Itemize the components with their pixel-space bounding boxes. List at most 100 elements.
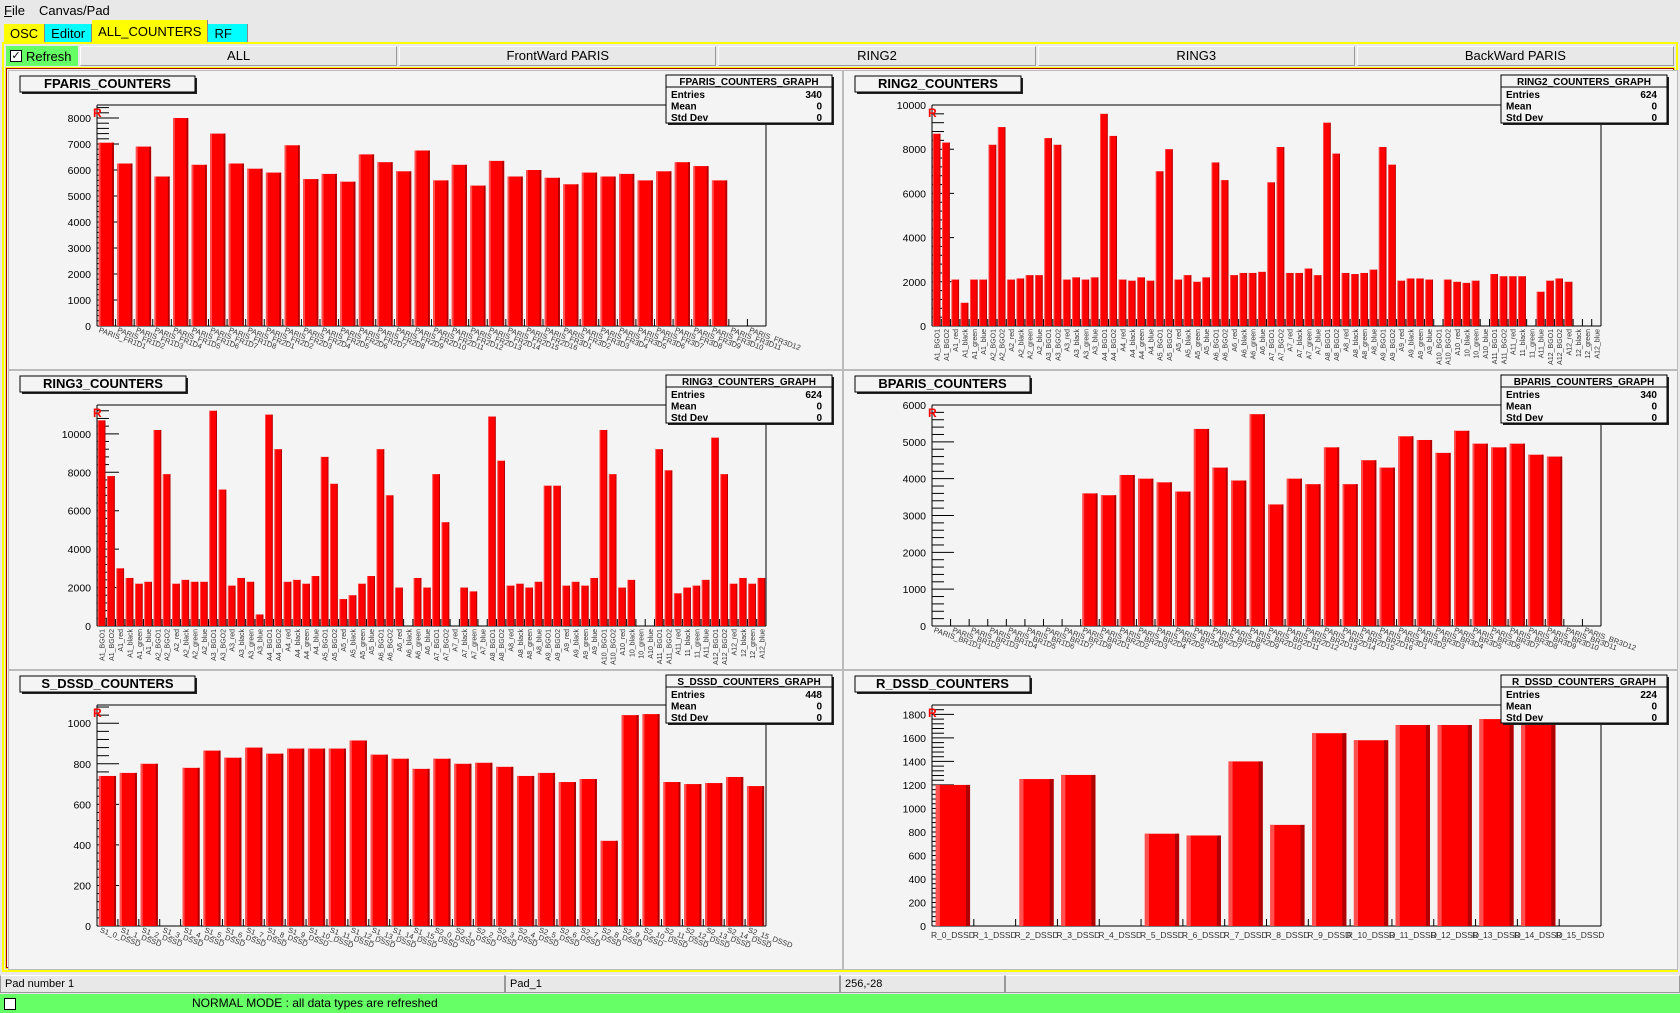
- pad-sdssd[interactable]: S_DSSD_COUNTERS 0 200 400 600 800 1000 S1_0_DSS…: [8, 670, 843, 970]
- svg-text:R_3_DSSD: R_3_DSSD: [1056, 930, 1100, 940]
- bar: [376, 449, 385, 626]
- bar: [553, 485, 561, 626]
- ring2-button[interactable]: RING2: [718, 46, 1036, 66]
- bar: [191, 164, 207, 326]
- svg-text:1000: 1000: [68, 718, 92, 730]
- bar: [711, 437, 719, 626]
- svg-text:Mean: Mean: [1506, 102, 1532, 113]
- bar: [1035, 275, 1043, 326]
- bar: [441, 522, 450, 626]
- bar: [266, 753, 284, 926]
- pad-ring3[interactable]: RING3_COUNTERS 0 2000 4000 6000 8000 10000 A1_B…: [8, 370, 843, 670]
- menu-canvas-pad[interactable]: Canvas/Pad: [38, 2, 110, 18]
- svg-text:A11_BGO2: A11_BGO2: [666, 629, 673, 664]
- all-button[interactable]: ALL: [80, 46, 398, 66]
- bar: [1146, 280, 1155, 326]
- svg-text:A10_BGO1: A10_BGO1: [601, 629, 608, 665]
- ring2-chart[interactable]: RING2_COUNTERS 0 2000 4000 6000 8000 10000 A1_B…: [844, 71, 1679, 371]
- tab-rf[interactable]: RF: [208, 24, 249, 42]
- svg-text:A5_black: A5_black: [351, 629, 358, 658]
- svg-text:A9_blue: A9_blue: [1427, 329, 1434, 355]
- root-canvas[interactable]: FPARIS_COUNTERS 0 1000 2000 3000 4000 5000 6000…: [5, 67, 1678, 970]
- svg-text:11_green: 11_green: [694, 629, 701, 658]
- bar: [1270, 824, 1305, 926]
- bar: [370, 754, 388, 926]
- bar: [391, 758, 409, 926]
- svg-text:R_DSSD_COUNTERS_GRAPH: R_DSSD_COUNTERS_GRAPH: [1512, 677, 1656, 688]
- svg-text:0: 0: [816, 702, 822, 713]
- pad-fparis[interactable]: FPARIS_COUNTERS 0 1000 2000 3000 4000 5000 6000…: [8, 70, 843, 370]
- svg-text:A6_BGO2: A6_BGO2: [388, 629, 395, 661]
- bar: [265, 172, 282, 326]
- svg-text:10000: 10000: [62, 429, 91, 441]
- x-axis: A1_BGO1 A1_BGO2 A1_red A1_black A1_green A1_b…: [100, 619, 767, 665]
- svg-text:A6_black: A6_black: [406, 629, 413, 658]
- svg-text:0: 0: [1651, 102, 1657, 113]
- bar: [1462, 282, 1471, 326]
- svg-text:A6_blue: A6_blue: [1260, 329, 1267, 355]
- svg-text:Entries: Entries: [1506, 390, 1540, 401]
- x-axis: R_0_DSSDR_1_DSSDR_2_DSSDR_3_DSSDR_4_DSSD…: [931, 919, 1604, 940]
- backward-paris-button[interactable]: BackWard PARIS: [1356, 46, 1675, 66]
- svg-text:A7_red: A7_red: [1288, 329, 1295, 352]
- sdssd-chart[interactable]: S_DSSD_COUNTERS02004006008001000S1_0_DSS…: [9, 671, 844, 971]
- bar: [432, 474, 440, 626]
- svg-text:A7_BGO2: A7_BGO2: [1278, 329, 1285, 361]
- svg-text:R_9_DSSD: R_9_DSSD: [1307, 930, 1351, 940]
- svg-text:A3_black: A3_black: [239, 629, 246, 658]
- bar: [1138, 478, 1154, 626]
- tab-all-counters[interactable]: ALL_COUNTERS: [92, 20, 209, 42]
- svg-text:Entries: Entries: [671, 390, 705, 401]
- rdssd-chart[interactable]: R_DSSD_COUNTERS 0 200 400 600 800 1000 1200 1400…: [844, 671, 1679, 971]
- fparis-chart[interactable]: FPARIS_COUNTERS 0 1000 2000 3000 4000 5000 6000…: [9, 71, 844, 371]
- refresh-checkbox[interactable]: ✓: [10, 50, 22, 62]
- svg-text:A6_green: A6_green: [416, 629, 423, 659]
- bar: [525, 587, 533, 626]
- tab-osc[interactable]: OSC: [4, 24, 46, 42]
- svg-text:A11_BGO1: A11_BGO1: [657, 629, 664, 664]
- svg-text:A5_BGO2: A5_BGO2: [332, 629, 339, 661]
- refresh-toggle[interactable]: ✓ Refresh: [6, 46, 78, 66]
- bar: [960, 302, 969, 326]
- svg-text:0: 0: [920, 621, 926, 633]
- bar: [1016, 278, 1025, 326]
- bar: [265, 414, 273, 626]
- tab-editor[interactable]: Editor: [45, 24, 93, 42]
- bparis-chart[interactable]: BPARIS_COUNTERS 0 1000 2000 3000 4000 5000 6000…: [844, 371, 1679, 671]
- svg-text:0: 0: [920, 921, 926, 933]
- svg-text:10_green: 10_green: [1474, 329, 1481, 359]
- bar: [1353, 740, 1389, 926]
- bar: [1007, 279, 1015, 326]
- svg-text:A4_green: A4_green: [304, 629, 311, 659]
- ring3-chart[interactable]: RING3_COUNTERS 0 2000 4000 6000 8000 10000 A1_B…: [9, 371, 844, 671]
- mode-checkbox[interactable]: [4, 998, 16, 1010]
- svg-text:A8_BGO2: A8_BGO2: [1334, 329, 1341, 361]
- svg-text:A7_blue: A7_blue: [1316, 329, 1323, 355]
- svg-text:A10_BGO1: A10_BGO1: [1436, 329, 1443, 365]
- mode-message: NORMAL MODE : all data types are refresh…: [192, 996, 438, 1010]
- frontward-paris-button[interactable]: FrontWard PARIS: [399, 46, 717, 66]
- bar: [581, 172, 598, 326]
- bar: [1360, 272, 1368, 326]
- bar: [970, 279, 978, 326]
- tab-content-frame: ✓ Refresh ALL FrontWard PARIS RING2 RING…: [2, 42, 1678, 972]
- svg-text:R_2_DSSD: R_2_DSSD: [1015, 930, 1059, 940]
- svg-text:A3_green: A3_green: [248, 629, 255, 659]
- svg-text:0: 0: [85, 321, 91, 333]
- pad-ring2[interactable]: RING2_COUNTERS 0 2000 4000 6000 8000 10000 A1_B…: [843, 70, 1678, 370]
- svg-text:A2_BGO2: A2_BGO2: [165, 629, 172, 661]
- pad-rdssd[interactable]: R_DSSD_COUNTERS 0 200 400 600 800 1000 1200 1400…: [843, 670, 1678, 970]
- bar: [475, 762, 493, 926]
- svg-text:A5_blue: A5_blue: [1204, 329, 1211, 355]
- ring3-button[interactable]: RING3: [1037, 46, 1355, 66]
- menu-file[interactable]: File: [4, 2, 25, 18]
- svg-text:2000: 2000: [68, 269, 92, 281]
- svg-text:10_black: 10_black: [1464, 329, 1471, 358]
- bar: [1202, 277, 1210, 326]
- svg-text:R_8_DSSD: R_8_DSSD: [1265, 930, 1309, 940]
- detector-button-row: ✓ Refresh ALL FrontWard PARIS RING2 RING…: [6, 46, 1675, 66]
- pad-bparis[interactable]: BPARIS_COUNTERS 0 1000 2000 3000 4000 5000 6000…: [843, 370, 1678, 670]
- svg-text:A5_BGO1: A5_BGO1: [1158, 329, 1165, 361]
- svg-text:A9_green: A9_green: [1418, 329, 1425, 359]
- bar: [203, 750, 221, 926]
